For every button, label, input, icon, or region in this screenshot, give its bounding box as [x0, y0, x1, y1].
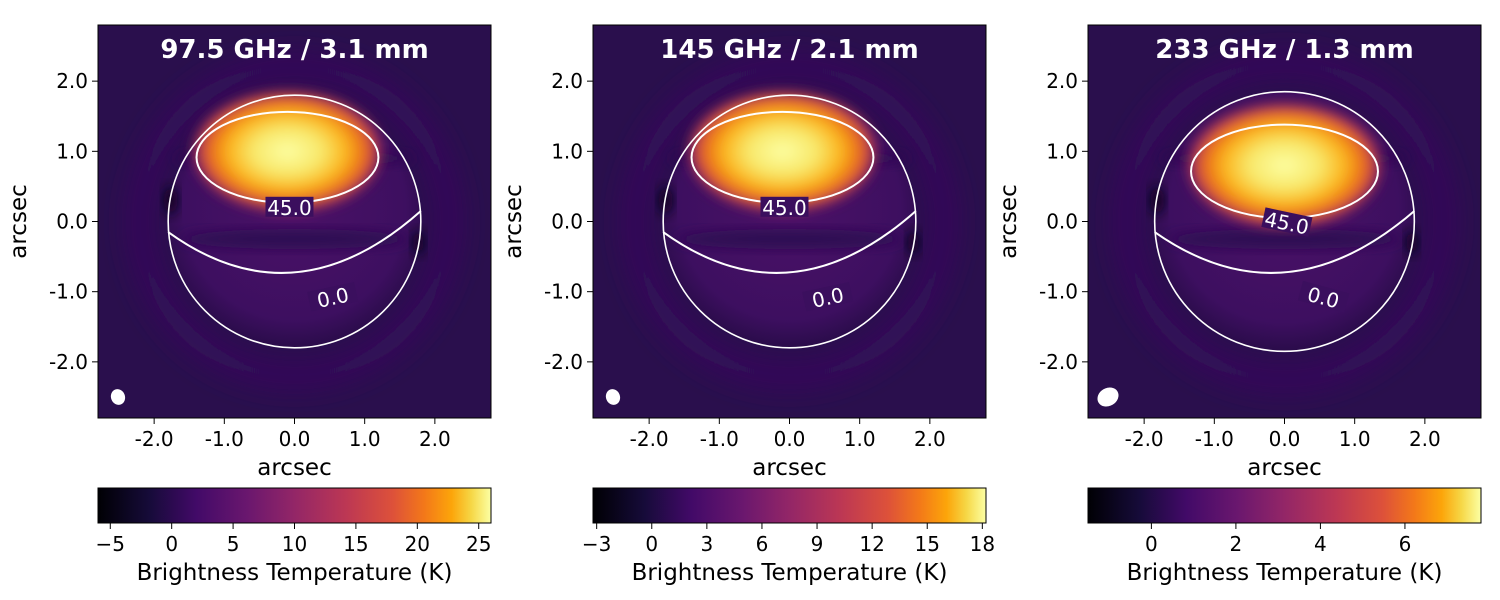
colorbar-label: Brightness Temperature (K)	[1127, 560, 1443, 586]
contour-label-45.0: 45.0	[267, 196, 312, 220]
colorbar-tick-label: 18	[970, 532, 995, 556]
panel-title: 233 GHz / 1.3 mm	[1155, 35, 1413, 65]
x-tick-label: 2.0	[914, 427, 946, 451]
y-tick-label: -1.0	[1039, 280, 1078, 304]
y-tick-label: 1.0	[1046, 139, 1078, 163]
image-area: 45.00.0	[1088, 25, 1481, 418]
contour-label-45.0: 45.0	[762, 196, 807, 220]
panel-title: 145 GHz / 2.1 mm	[660, 35, 918, 65]
x-tick-label: 1.0	[844, 427, 876, 451]
x-tick-label: 2.0	[419, 427, 451, 451]
colorbar-tick-label: 15	[915, 532, 940, 556]
y-axis-label: arcsec	[6, 184, 32, 258]
colorbar-tick-label: 4	[1314, 532, 1327, 556]
colorbar-tick-label: 12	[859, 532, 884, 556]
colorbar-tick-label: 2	[1230, 532, 1243, 556]
beam-ellipse	[110, 389, 126, 405]
contour-line-45.0	[195, 110, 380, 204]
x-tick-label: -2.0	[135, 427, 174, 451]
dark-band	[1167, 229, 1402, 250]
x-axis-label: arcsec	[257, 455, 331, 481]
colorbar-tick-label: 6	[1399, 532, 1412, 556]
y-tick-label: -1.0	[544, 280, 583, 304]
contour-label-bg	[760, 196, 809, 217]
contour-line-45.0	[1190, 123, 1379, 220]
x-tick-label: 0.0	[279, 427, 311, 451]
contour-label-bg	[802, 281, 854, 312]
colorbar-tick-label: 15	[343, 532, 368, 556]
halo-ring	[1117, 54, 1452, 389]
colorbar-tick-label: 5	[227, 532, 240, 556]
x-tick-label: -2.0	[1125, 427, 1164, 451]
x-tick-label: 2.0	[1409, 427, 1441, 451]
colorbar	[1087, 487, 1482, 524]
x-tick-label: -1.0	[700, 427, 739, 451]
colorbar-tick-label: 0	[165, 532, 178, 556]
x-tick-label: 0.0	[1269, 427, 1301, 451]
colorbar-tick-label: 0	[1145, 532, 1158, 556]
colorbar	[97, 487, 492, 524]
limb-outline	[1153, 90, 1416, 353]
y-tick-label: 2.0	[1046, 69, 1078, 93]
colorbar-tick-label: 10	[282, 532, 307, 556]
contour-line-0.0	[167, 210, 422, 274]
colorbar-tick-label: 20	[405, 532, 430, 556]
contour-line-45.0	[690, 110, 875, 204]
contour-label-bg	[307, 281, 359, 312]
beam-ellipse	[605, 389, 621, 405]
y-tick-label: 0.0	[56, 210, 88, 234]
x-tick-label: 1.0	[1339, 427, 1371, 451]
image-area: 45.00.0	[98, 25, 491, 418]
panel-1: 45.00.097.5 GHz / 3.1 mm-2.0 -1.0 0.0 1.0 2.…	[6, 24, 492, 586]
colorbar-tick-label: 25	[466, 532, 491, 556]
colorbar-tick-label: 6	[756, 532, 769, 556]
beam-ellipse	[1097, 387, 1119, 407]
x-tick-label: 0.0	[774, 427, 806, 451]
colorbar-tick-label: 0	[645, 532, 658, 556]
contour-label-bg	[1261, 207, 1313, 237]
limb-outline	[167, 94, 422, 349]
contour-label-bg	[265, 196, 314, 217]
y-axis-label: arcsec	[501, 184, 527, 258]
panel-title: 97.5 GHz / 3.1 mm	[160, 35, 428, 65]
x-tick-label: 1.0	[349, 427, 381, 451]
y-tick-label: -2.0	[544, 350, 583, 374]
y-tick-label: -1.0	[49, 280, 88, 304]
halo-ring	[131, 58, 458, 385]
colorbar-label: Brightness Temperature (K)	[632, 560, 948, 586]
dark-band	[675, 229, 904, 250]
colorbar-tick-label: −5	[96, 532, 125, 556]
image-area: 45.00.0	[593, 25, 986, 418]
colorbar-tick-label: 3	[700, 532, 713, 556]
y-tick-label: 0.0	[551, 210, 583, 234]
y-tick-label: 2.0	[56, 69, 88, 93]
contour-line-0.0	[1154, 210, 1415, 274]
y-tick-label: 2.0	[551, 69, 583, 93]
y-tick-label: 1.0	[551, 139, 583, 163]
y-tick-label: 0.0	[1046, 210, 1078, 234]
x-tick-label: -2.0	[630, 427, 669, 451]
x-axis-label: arcsec	[1247, 455, 1321, 481]
limb-spot	[1150, 186, 1165, 215]
y-tick-label: -2.0	[49, 350, 88, 374]
y-axis-label: arcsec	[996, 184, 1022, 258]
halo-ring	[626, 58, 953, 385]
y-tick-label: 1.0	[56, 139, 88, 163]
contour-line-0.0	[662, 210, 917, 274]
colorbar-tick-label: −3	[582, 532, 611, 556]
limb-spot	[1405, 230, 1418, 255]
colorbar-tick-label: 9	[811, 532, 824, 556]
colorbar	[592, 487, 987, 524]
x-axis-label: arcsec	[752, 455, 826, 481]
dark-band	[180, 229, 409, 250]
x-tick-label: -1.0	[1195, 427, 1234, 451]
limb-outline	[662, 94, 917, 349]
y-tick-label: -2.0	[1039, 350, 1078, 374]
colorbar-label: Brightness Temperature (K)	[137, 560, 453, 586]
x-tick-label: -1.0	[205, 427, 244, 451]
contour-label-bg	[1297, 280, 1350, 313]
